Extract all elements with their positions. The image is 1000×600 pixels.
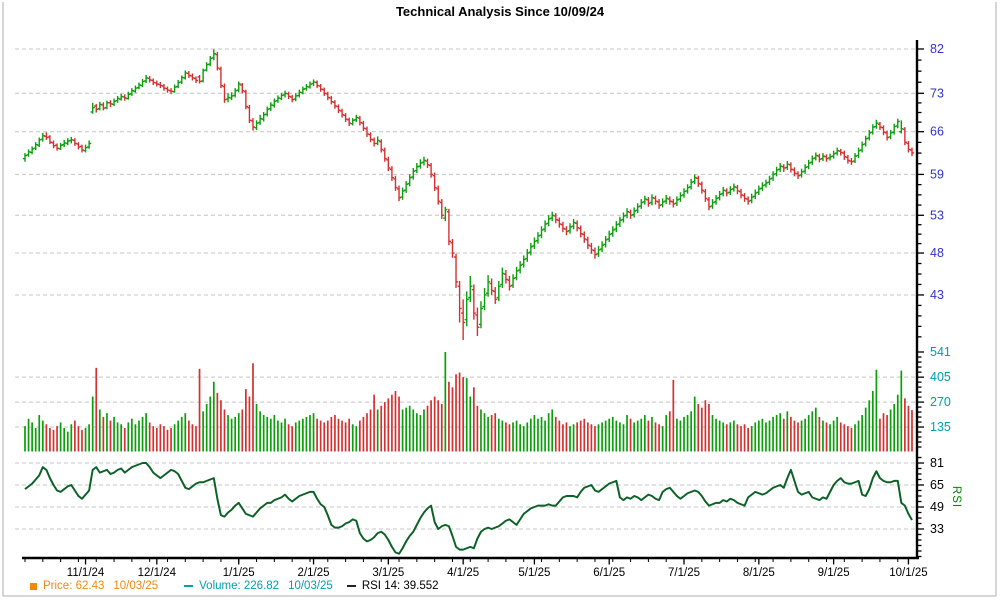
volume-bars xyxy=(24,352,913,452)
svg-text:541: 541 xyxy=(930,345,951,359)
svg-text:49: 49 xyxy=(930,500,944,514)
volume-line-icon xyxy=(184,585,194,587)
svg-text:43: 43 xyxy=(930,288,944,302)
rsi-line-icon xyxy=(346,585,356,587)
x-tick-label: 12/1/24 xyxy=(138,567,177,579)
svg-text:33: 33 xyxy=(930,522,944,536)
chart-legend: Price: 62.43 10/03/25 Volume: 226.82 10/… xyxy=(30,580,439,592)
price-legend-label: Price: 62.43 xyxy=(43,580,105,592)
x-tick-label: 4/1/25 xyxy=(447,567,479,579)
svg-text:270: 270 xyxy=(930,395,951,409)
svg-text:405: 405 xyxy=(930,370,951,384)
svg-text:65: 65 xyxy=(930,478,944,492)
x-tick-label: 9/1/25 xyxy=(818,567,850,579)
volume-legend-date: 10/03/25 xyxy=(288,580,333,592)
price-bar-icon xyxy=(30,582,37,590)
x-tick-label: 3/1/25 xyxy=(372,567,404,579)
x-tick-label: 6/1/25 xyxy=(593,567,625,579)
svg-text:59: 59 xyxy=(930,167,944,181)
svg-text:135: 135 xyxy=(930,420,951,434)
x-tick-label: 10/1/25 xyxy=(889,567,927,579)
price-legend: Price: 62.43 10/03/25 xyxy=(30,580,158,592)
volume-legend: Volume: 226.82 10/03/25 xyxy=(184,580,333,592)
price-legend-date: 10/03/25 xyxy=(113,580,159,592)
svg-text:82: 82 xyxy=(930,42,944,56)
x-axis: 11/1/24 12/1/24 1/1/25 2/1/25 3/1/25 4/1/25 5/… xyxy=(22,556,928,579)
x-tick-label: 1/1/25 xyxy=(223,567,255,579)
x-tick-label: 2/1/25 xyxy=(298,567,330,579)
gridlines xyxy=(15,48,915,530)
svg-text:81: 81 xyxy=(930,456,944,470)
rsi-axis-label: RSI xyxy=(950,486,962,508)
page-title: Technical Analysis Since 10/09/24 xyxy=(395,4,605,19)
svg-text:73: 73 xyxy=(930,86,944,100)
svg-text:53: 53 xyxy=(930,208,944,222)
x-tick-label: 11/1/24 xyxy=(67,567,105,579)
rsi-legend-label: RSI 14: 39.552 xyxy=(361,580,439,592)
volume-legend-label: Volume: 226.82 xyxy=(199,580,280,592)
x-tick-label: 8/1/25 xyxy=(743,567,775,579)
rsi-line xyxy=(24,462,913,555)
svg-text:48: 48 xyxy=(930,246,944,260)
x-tick-label: 5/1/25 xyxy=(518,567,550,579)
price-ohlc-bars xyxy=(22,49,915,341)
y-axis: 82 73 66 59 53 48 43 541 405 270 135 81 65 49 33 RSI xyxy=(915,40,962,559)
svg-text:66: 66 xyxy=(930,125,944,139)
rsi-legend: RSI 14: 39.552 xyxy=(346,580,439,592)
x-tick-label: 7/1/25 xyxy=(668,567,700,579)
